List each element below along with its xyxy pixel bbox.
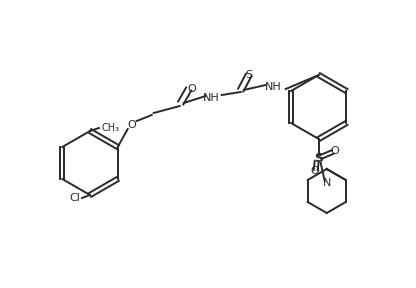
Text: CH₃: CH₃ (102, 123, 120, 133)
Text: NH: NH (203, 93, 220, 103)
Text: O: O (187, 84, 196, 94)
Text: Cl: Cl (69, 193, 80, 203)
Text: O: O (310, 166, 319, 176)
Text: O: O (330, 146, 339, 156)
Text: S: S (245, 70, 252, 80)
Text: NH: NH (265, 82, 282, 92)
Text: O: O (127, 120, 136, 130)
Text: S: S (314, 153, 323, 166)
Text: N: N (322, 178, 331, 188)
